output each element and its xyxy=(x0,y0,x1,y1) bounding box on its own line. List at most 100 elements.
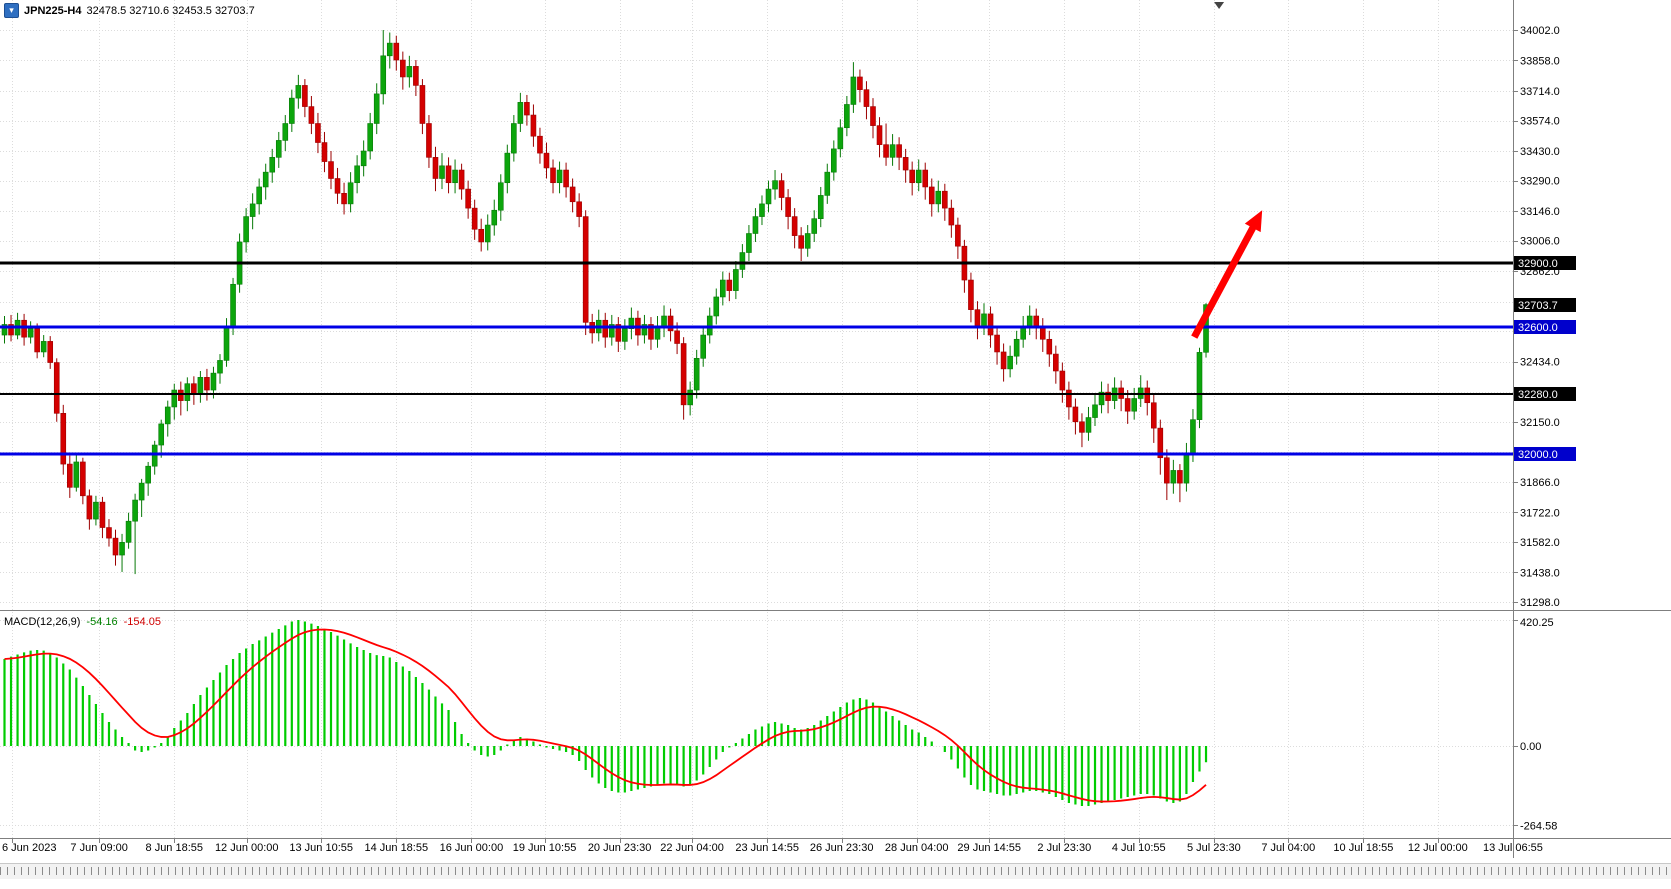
candle-body xyxy=(942,190,948,209)
candle-body xyxy=(53,362,60,414)
candle-body xyxy=(733,269,739,291)
candle-body xyxy=(700,334,707,359)
candle-body xyxy=(393,42,400,61)
candle-body xyxy=(491,209,498,226)
price-level-badge xyxy=(1514,447,1576,461)
candle-body xyxy=(1131,398,1137,412)
price-level-badge xyxy=(1514,320,1576,334)
time-tick-label: 4 Jul 10:55 xyxy=(1112,842,1166,854)
time-tick-label: 22 Jun 04:00 xyxy=(660,842,724,854)
candle-body xyxy=(452,169,458,184)
candle-body xyxy=(230,283,236,327)
price-tick-label: 31438.0 xyxy=(1520,567,1560,579)
symbol-dropdown-icon[interactable]: ▾ xyxy=(4,3,19,18)
candle-body xyxy=(262,171,269,188)
candle-body xyxy=(413,66,419,86)
candle-body xyxy=(217,360,223,374)
time-tick-label: 28 Jun 04:00 xyxy=(885,842,949,854)
time-tick-label: 19 Jun 10:55 xyxy=(513,842,577,854)
candle-body xyxy=(158,423,165,446)
time-tick-label: 16 Jun 00:00 xyxy=(440,842,504,854)
candle-body xyxy=(1007,355,1013,370)
price-tick-label: 31866.0 xyxy=(1520,477,1560,489)
axes[interactable] xyxy=(0,0,1671,858)
candle-body xyxy=(817,195,824,219)
trend-arrow-annotation[interactable] xyxy=(1191,210,1263,339)
candle-body xyxy=(1053,353,1059,372)
candle-body xyxy=(171,389,178,408)
candle-body xyxy=(811,218,818,234)
candle-body xyxy=(99,501,106,528)
candle-body xyxy=(511,123,517,154)
symbol-period-label: JPN225-H4 xyxy=(24,4,82,17)
candle-body xyxy=(974,309,981,327)
candle-body xyxy=(844,104,850,129)
candle-body xyxy=(608,324,615,338)
candle-body xyxy=(602,319,609,338)
price-badge-label: 32280.0 xyxy=(1518,389,1558,401)
time-tick-label: 5 Jul 23:30 xyxy=(1187,842,1241,854)
candle-body xyxy=(752,216,759,234)
scrollbar-ticks xyxy=(0,867,1671,875)
candle-body xyxy=(164,406,171,425)
price-axis-labels: 34002.0 33858.0 33714.0 33574.0 33430.0 33290… xyxy=(1520,25,1560,832)
candle-body xyxy=(106,527,112,539)
candle-body xyxy=(125,520,132,543)
bottom-scrollbar[interactable] xyxy=(0,863,1671,879)
candle-body xyxy=(1026,315,1033,327)
candle-body xyxy=(432,157,439,179)
candle-body xyxy=(458,169,465,190)
candle-body xyxy=(151,444,158,467)
candle-body xyxy=(628,317,635,329)
time-tick-label: 10 Jul 18:55 xyxy=(1333,842,1393,854)
candle-body xyxy=(543,152,550,169)
price-badge-label: 32900.0 xyxy=(1518,258,1558,270)
candle-body xyxy=(243,216,249,243)
time-tick-label: 20 Jun 23:30 xyxy=(588,842,652,854)
candle-body xyxy=(1013,338,1020,357)
candle-body xyxy=(661,315,667,327)
candle-body xyxy=(21,319,27,338)
time-tick-label: 7 Jul 04:00 xyxy=(1261,842,1315,854)
candle-body xyxy=(73,461,80,488)
price-badge-label: 32000.0 xyxy=(1518,449,1558,461)
candle-body xyxy=(191,383,197,395)
candle-body xyxy=(765,188,772,205)
candle-body xyxy=(1157,427,1164,459)
candle-body xyxy=(563,169,569,188)
candle-body xyxy=(713,296,720,317)
candle-body xyxy=(315,123,321,143)
candle-body xyxy=(909,169,915,184)
candle-body xyxy=(648,324,654,340)
candle-body xyxy=(1079,421,1085,433)
candle-body xyxy=(1164,457,1170,484)
candle-body xyxy=(138,482,145,501)
macd-name: MACD(12,26,9) xyxy=(4,616,81,628)
candle-body xyxy=(334,178,341,194)
time-tick-label: 26 Jun 23:30 xyxy=(810,842,874,854)
grid xyxy=(0,0,1514,838)
candle-body xyxy=(785,197,791,217)
time-tick-label: 7 Jun 09:00 xyxy=(70,842,128,854)
price-tick-label: 33714.0 xyxy=(1520,86,1560,98)
candle-body xyxy=(798,235,804,249)
chart-shift-marker[interactable] xyxy=(1214,2,1225,9)
price-tick-label: 33290.0 xyxy=(1520,176,1560,188)
macd-tick-label: -264.58 xyxy=(1520,820,1557,832)
candle-body xyxy=(674,330,680,344)
candle-body xyxy=(1098,391,1105,406)
candle-body xyxy=(896,144,902,158)
time-axis-labels[interactable]: 6 Jun 2023 7 Jun 09:00 8 Jun 18:55 12 Jun 0… xyxy=(2,842,1543,854)
candle-body xyxy=(889,144,896,158)
candle-body xyxy=(778,180,785,198)
price-badges: 32900.0 32703.7 32600.0 32280.0 32000.0 xyxy=(1514,256,1576,461)
candle-body xyxy=(341,193,347,205)
candle-body xyxy=(726,279,733,291)
candle-body xyxy=(1150,402,1157,429)
candle-body xyxy=(67,463,73,488)
candle-body xyxy=(471,207,478,230)
candle-body xyxy=(955,224,961,247)
chart-title: ▾ JPN225-H4 32478.5 32710.6 32453.5 3270… xyxy=(4,3,255,18)
